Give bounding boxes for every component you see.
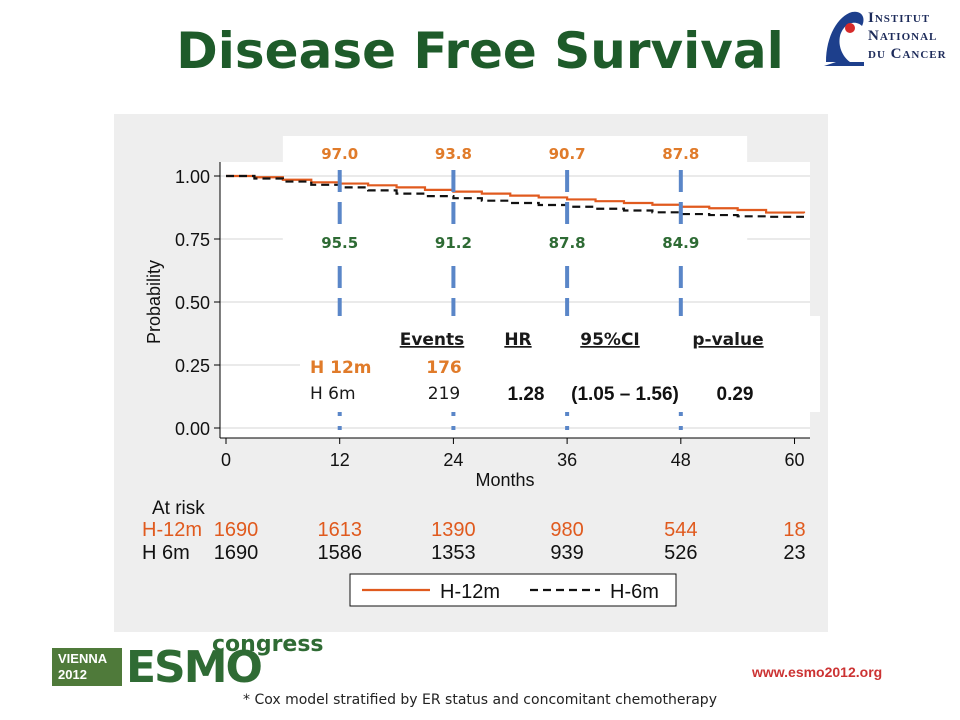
stats-p-value: 0.29 (717, 384, 754, 405)
stats-header: Events (400, 330, 465, 350)
lower-label-band (282, 228, 748, 258)
at-risk-value: 23 (783, 542, 805, 564)
x-tick-label: 60 (785, 450, 805, 470)
upper-label-band (282, 136, 748, 166)
at-risk-value: 1690 (214, 542, 259, 564)
stats-header: 95%CI (580, 330, 640, 350)
esmo-logo: ESMO (126, 642, 263, 693)
logo-line-2: National (868, 28, 938, 44)
logo-line-1: Institut (868, 10, 931, 26)
legend-label: H-12m (440, 581, 500, 603)
stats-table-box (300, 316, 820, 412)
footnote: * Cox model stratified by ER status and … (243, 692, 717, 708)
y-axis-title: Probability (144, 260, 164, 344)
stats-header: p-value (692, 330, 763, 350)
logo-emblem-icon (824, 11, 864, 66)
at-risk-value: 1390 (431, 519, 476, 541)
stats-row-events: 219 (428, 384, 460, 404)
lower-label: 91.2 (435, 234, 472, 252)
series-line-h-6m (226, 174, 804, 218)
stats-header: HR (504, 330, 531, 350)
logo-line-3: du Cancer (868, 46, 947, 62)
at-risk-value: 1586 (317, 542, 362, 564)
x-tick-label: 0 (221, 450, 231, 470)
year-text: 2012 (58, 667, 87, 682)
lower-label: 87.8 (549, 234, 586, 252)
at-risk-value: 544 (664, 519, 697, 541)
upper-label: 93.8 (435, 145, 472, 163)
upper-label: 97.0 (321, 145, 358, 163)
congress-word: congress (212, 632, 324, 657)
at-risk-value: 939 (550, 542, 583, 564)
at-risk-value: 1690 (214, 519, 259, 541)
upper-label: 87.8 (662, 145, 699, 163)
at-risk-title: At risk (152, 498, 205, 519)
y-tick-label: 0.75 (175, 230, 210, 250)
at-risk-value: 1353 (431, 542, 476, 564)
institut-national-du-cancer-logo: Institut National du Cancer (822, 6, 954, 68)
vienna-2012-badge: VIENNA 2012 (52, 648, 122, 686)
footer-url-link[interactable]: www.esmo2012.org (752, 664, 883, 680)
stats-row-label: H 12m (310, 358, 372, 378)
at-risk-value: 18 (783, 519, 805, 541)
y-tick-label: 0.50 (175, 293, 210, 313)
stats-ci: (1.05 – 1.56) (571, 384, 679, 405)
x-tick-label: 24 (443, 450, 463, 470)
stats-row-label: H 6m (310, 384, 356, 404)
stats-row-events: 176 (426, 358, 462, 378)
at-risk-row-label: H-12m (142, 519, 202, 541)
vienna-text: VIENNA (58, 651, 108, 666)
x-tick-label: 36 (557, 450, 577, 470)
x-tick-label: 12 (330, 450, 350, 470)
at-risk-value: 980 (550, 519, 583, 541)
y-tick-label: 1.00 (175, 167, 210, 187)
stats-hr: 1.28 (508, 384, 545, 405)
chart-panel: 0.00 0.25 0.50 0.75 1.00 0 12 24 36 48 60 Months Pro… (114, 114, 828, 632)
at-risk-row-label: H 6m (142, 542, 190, 564)
lower-label: 95.5 (321, 234, 358, 252)
x-axis-title: Months (475, 470, 534, 490)
upper-label: 90.7 (549, 145, 586, 163)
series-line-h-12m (226, 174, 806, 214)
lower-label: 84.9 (662, 234, 699, 252)
x-tick-label: 48 (671, 450, 691, 470)
slide-title: Disease Free Survival (176, 22, 784, 80)
legend-label: H-6m (610, 581, 659, 603)
at-risk-value: 1613 (317, 519, 362, 541)
y-tick-label: 0.25 (175, 356, 210, 376)
survival-chart: 0.00 0.25 0.50 0.75 1.00 0 12 24 36 48 60 Months Pro… (142, 136, 820, 607)
at-risk-value: 526 (664, 542, 697, 564)
y-tick-label: 0.00 (175, 419, 210, 439)
